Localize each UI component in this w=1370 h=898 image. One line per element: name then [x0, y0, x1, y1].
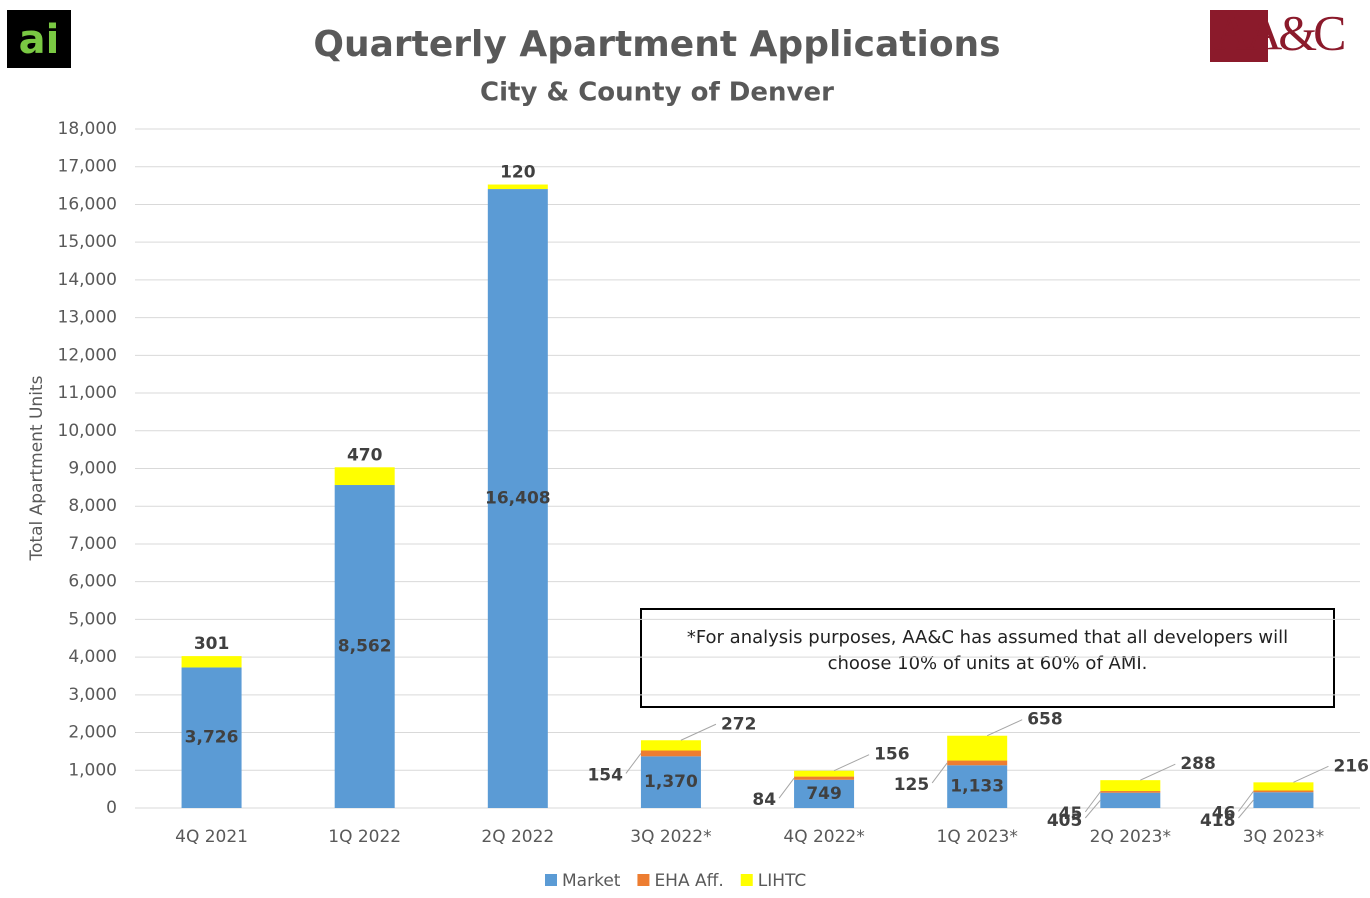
logo-right: AA&C [1214, 4, 1344, 60]
logo-left: ai [19, 17, 60, 63]
legend-swatch [545, 874, 557, 886]
x-tick-label: 4Q 2022* [783, 827, 864, 847]
bar-segment [181, 667, 242, 808]
data-label: 749 [806, 784, 842, 804]
x-tick-label: 2Q 2022 [481, 827, 554, 847]
y-tick-label: 7,000 [68, 534, 117, 554]
bar-segment [947, 735, 1008, 761]
y-tick-label: 11,000 [58, 383, 117, 403]
bar-segment [794, 779, 855, 808]
leader-line [931, 762, 948, 784]
y-tick-label: 2,000 [68, 723, 117, 743]
legend-swatch [740, 874, 753, 886]
leader-line [1293, 765, 1329, 783]
legend-swatch [637, 874, 650, 886]
leader-line [986, 719, 1023, 737]
leader-line [1084, 791, 1101, 813]
data-label: 301 [194, 634, 230, 654]
x-tick-label: 4Q 2021 [175, 827, 248, 847]
leader-line [1084, 800, 1101, 819]
y-tick-label: 1,000 [68, 760, 117, 780]
x-tick-label: 1Q 2022 [328, 827, 401, 847]
data-label: 1,133 [950, 777, 1004, 797]
data-label: 154 [587, 765, 623, 785]
y-axis-label: Total Apartment Units [27, 375, 47, 561]
bar-segment [1253, 782, 1314, 791]
bar-segment [794, 770, 855, 777]
leader-line [1140, 763, 1176, 781]
bar-segment [947, 765, 1008, 808]
y-tick-label: 17,000 [58, 157, 117, 177]
data-label: 3,726 [185, 728, 239, 748]
bar-segment [640, 740, 701, 751]
y-tick-label: 0 [106, 798, 117, 818]
data-label: 1,370 [644, 772, 698, 792]
bar-segment [334, 485, 395, 808]
bar-segment [947, 760, 1008, 766]
legend-label: EHA Aff. [654, 871, 723, 891]
data-label: 16,408 [485, 489, 551, 509]
annotation-box [640, 608, 1335, 708]
y-tick-label: 16,000 [58, 194, 117, 214]
y-tick-label: 12,000 [58, 345, 117, 365]
legend-label: LIHTC [758, 871, 807, 891]
data-label: 156 [874, 745, 910, 765]
y-tick-label: 5,000 [68, 609, 117, 629]
y-tick-label: 14,000 [58, 270, 117, 290]
y-tick-label: 4,000 [68, 647, 117, 667]
y-tick-label: 3,000 [68, 685, 117, 705]
annotation-text: *For analysis purposes, AA&C has assumed… [686, 627, 1289, 674]
data-label: 272 [721, 714, 757, 734]
x-tick-label: 3Q 2023* [1243, 827, 1324, 847]
leader-line [680, 723, 717, 741]
bar-segment [181, 656, 242, 668]
data-label: 216 [1333, 756, 1369, 776]
bar-segment [794, 776, 855, 780]
data-label: 658 [1027, 710, 1063, 730]
bar-segment [1100, 792, 1161, 808]
leader-line [625, 753, 642, 774]
logo-box [7, 10, 71, 68]
x-tick-label: 2Q 2023* [1090, 827, 1171, 847]
legend-label: Market [562, 871, 621, 891]
bar-segment [487, 189, 548, 808]
y-tick-label: 10,000 [58, 421, 117, 441]
bar-segment [640, 756, 701, 808]
bar-segment [1253, 792, 1314, 808]
data-label: 84 [752, 790, 776, 810]
bar-segment [334, 467, 395, 486]
x-tick-label: 1Q 2023* [937, 827, 1018, 847]
data-label: 470 [347, 445, 383, 465]
data-label: 120 [500, 163, 536, 183]
bar-segment [640, 750, 701, 757]
data-label: 405 [1047, 811, 1083, 831]
logo-box [1210, 10, 1268, 62]
data-label: 8,562 [338, 637, 392, 657]
annotation: *For analysis purposes, AA&C has assumed… [686, 627, 1289, 674]
data-label: 125 [894, 775, 930, 795]
y-tick-label: 8,000 [68, 496, 117, 516]
data-label: 46 [1212, 803, 1236, 823]
chart-title: Quarterly Apartment Applications [313, 24, 1000, 65]
y-tick-label: 13,000 [58, 308, 117, 328]
bar-segment [1253, 790, 1314, 793]
leader-line [1238, 799, 1254, 819]
bar-segment [1100, 791, 1161, 793]
chart-subtitle: City & County of Denver [480, 78, 834, 108]
leader-line [1238, 791, 1254, 812]
y-tick-label: 15,000 [58, 232, 117, 252]
data-label: 288 [1180, 754, 1216, 774]
leader-line [778, 777, 795, 799]
x-tick-label: 3Q 2022* [630, 827, 711, 847]
bar-segment [1100, 780, 1161, 792]
y-tick-label: 6,000 [68, 572, 117, 592]
data-label: 418 [1200, 811, 1236, 831]
data-label: 45 [1059, 804, 1083, 824]
leader-line [833, 754, 870, 772]
y-tick-label: 18,000 [58, 119, 117, 139]
bar-segment [487, 184, 548, 190]
y-tick-label: 9,000 [68, 459, 117, 479]
